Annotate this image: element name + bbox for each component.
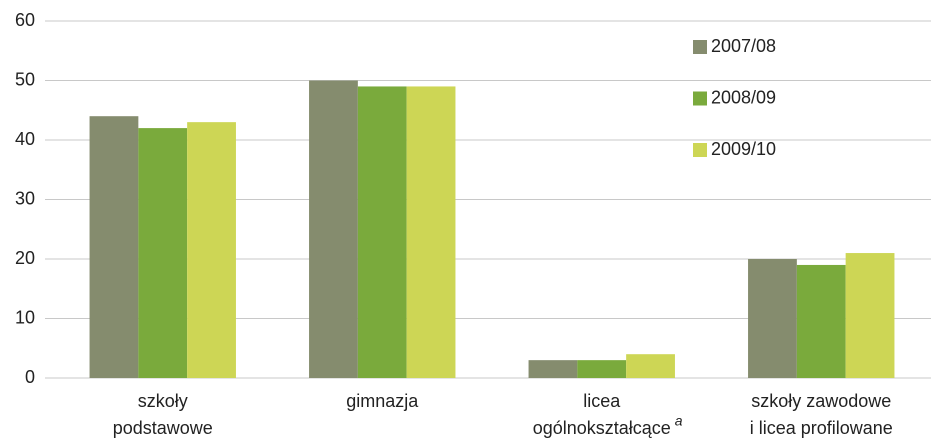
y-tick-label: 10 [15, 307, 35, 327]
bar [406, 86, 456, 378]
y-tick-label: 60 [15, 10, 35, 30]
x-tick-label: licea [583, 391, 621, 411]
bar [89, 116, 139, 378]
legend-label: 2007/08 [711, 36, 776, 56]
x-tick-label: gimnazja [346, 391, 419, 411]
bar [357, 86, 407, 378]
y-tick-label: 40 [15, 129, 35, 149]
bar [138, 128, 188, 378]
bar [528, 360, 578, 378]
legend-swatch [693, 143, 707, 157]
y-tick-label: 50 [15, 69, 35, 89]
bar [187, 122, 236, 379]
legend-label: 2008/09 [711, 87, 776, 107]
y-tick-label: 30 [15, 188, 35, 208]
x-tick-label: szkoły zawodowe [751, 391, 891, 411]
x-tick-label: ogólnokształcące [533, 418, 671, 438]
bar [796, 264, 846, 378]
x-tick-label: szkoły [138, 391, 188, 411]
bar [577, 360, 627, 378]
bar [748, 259, 797, 378]
x-tick-label: podstawowe [113, 418, 213, 438]
legend-swatch [693, 40, 707, 54]
y-tick-label: 20 [15, 248, 35, 268]
y-tick-label: 0 [25, 367, 35, 387]
bar [309, 80, 358, 378]
bar [845, 253, 895, 378]
bar [626, 354, 675, 378]
legend-swatch [693, 91, 707, 106]
x-tick-label: i licea profilowane [750, 418, 893, 438]
legend-label: 2009/10 [711, 139, 776, 159]
footnote-mark: a [675, 413, 683, 429]
